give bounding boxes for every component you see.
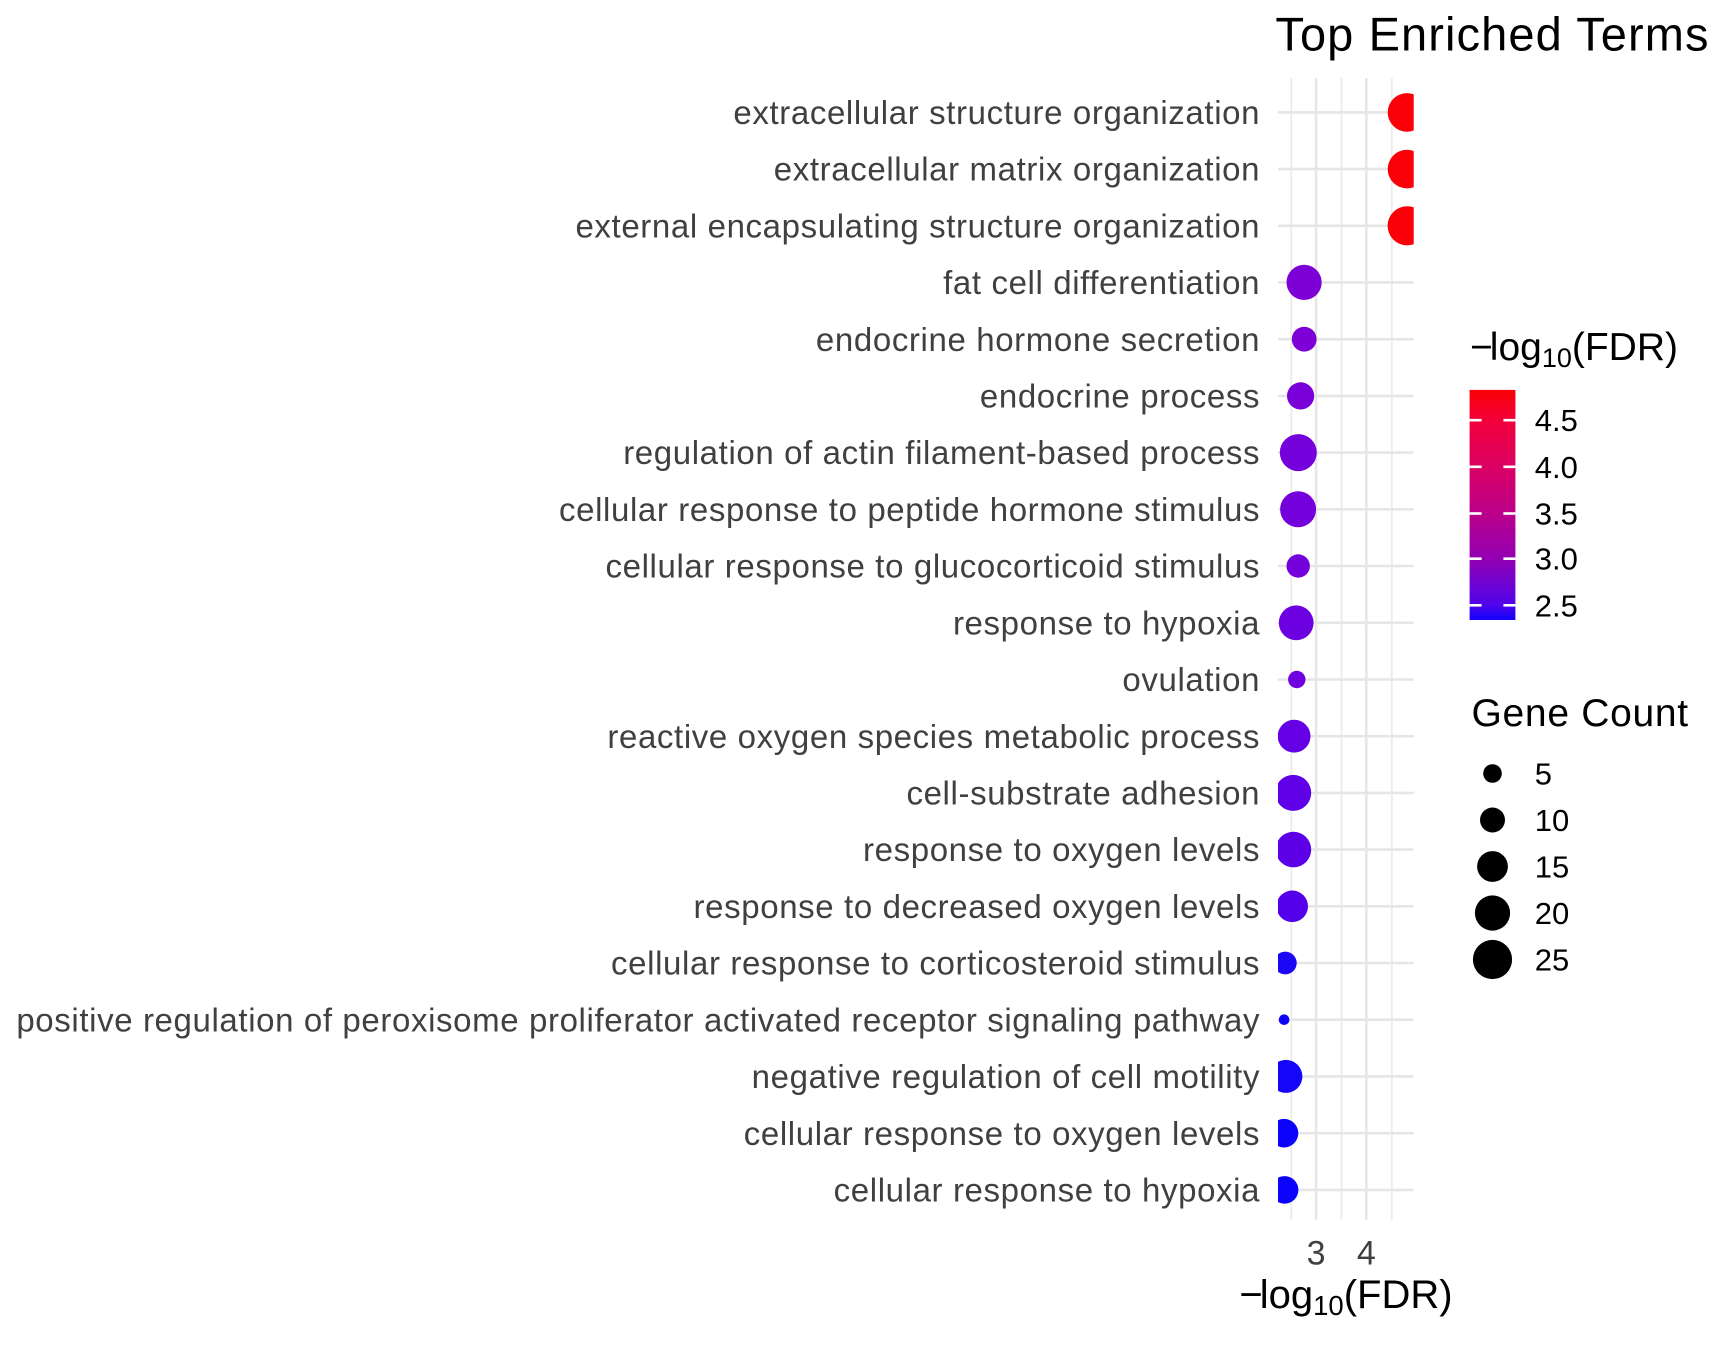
svg-text:fat cell differentiation: fat cell differentiation	[943, 264, 1260, 301]
svg-text:25: 25	[1535, 943, 1569, 978]
svg-text:10: 10	[1535, 803, 1569, 838]
svg-text:20: 20	[1535, 896, 1569, 931]
svg-text:−log10(FDR): −log10(FDR)	[1239, 1273, 1452, 1321]
svg-text:Top Enriched Terms: Top Enriched Terms	[1275, 8, 1709, 61]
svg-text:4.0: 4.0	[1535, 450, 1578, 485]
svg-text:cellular response to corticost: cellular response to corticosteroid stim…	[611, 945, 1260, 982]
svg-text:positive regulation of peroxis: positive regulation of peroxisome prolif…	[16, 1001, 1260, 1038]
svg-text:3.0: 3.0	[1535, 542, 1578, 577]
svg-text:cellular response to peptide h: cellular response to peptide hormone sti…	[559, 491, 1260, 528]
svg-text:cellular response to oxygen le: cellular response to oxygen levels	[744, 1115, 1260, 1152]
svg-text:3.5: 3.5	[1535, 497, 1578, 532]
svg-text:negative regulation of cell mo: negative regulation of cell motility	[752, 1058, 1260, 1095]
svg-text:15: 15	[1535, 850, 1569, 885]
svg-text:ovulation: ovulation	[1122, 661, 1260, 698]
svg-text:Gene Count: Gene Count	[1472, 692, 1689, 735]
svg-text:reactive oxygen species metabo: reactive oxygen species metabolic proces…	[607, 718, 1260, 755]
svg-text:extracellular structure organi: extracellular structure organization	[733, 94, 1260, 131]
svg-text:cellular response to glucocort: cellular response to glucocorticoid stim…	[606, 548, 1261, 585]
svg-text:−log10(FDR): −log10(FDR)	[1470, 326, 1678, 373]
svg-text:cell-substrate adhesion: cell-substrate adhesion	[906, 775, 1260, 812]
svg-text:endocrine hormone secretion: endocrine hormone secretion	[816, 321, 1260, 358]
svg-text:cellular response to hypoxia: cellular response to hypoxia	[834, 1172, 1260, 1209]
svg-text:regulation of actin filament-b: regulation of actin filament-based proce…	[623, 434, 1260, 471]
svg-text:4: 4	[1357, 1235, 1376, 1273]
svg-text:response to hypoxia: response to hypoxia	[953, 604, 1260, 641]
svg-text:external encapsulating structu: external encapsulating structure organiz…	[575, 207, 1260, 244]
svg-text:response to oxygen levels: response to oxygen levels	[863, 831, 1260, 868]
svg-text:5: 5	[1535, 757, 1552, 792]
svg-text:4.5: 4.5	[1535, 403, 1578, 438]
svg-text:2.5: 2.5	[1535, 588, 1578, 623]
svg-text:extracellular matrix organizat: extracellular matrix organization	[774, 151, 1260, 188]
svg-text:response to decreased oxygen l: response to decreased oxygen levels	[694, 888, 1261, 925]
svg-text:3: 3	[1307, 1235, 1326, 1273]
svg-text:endocrine process: endocrine process	[980, 378, 1260, 415]
